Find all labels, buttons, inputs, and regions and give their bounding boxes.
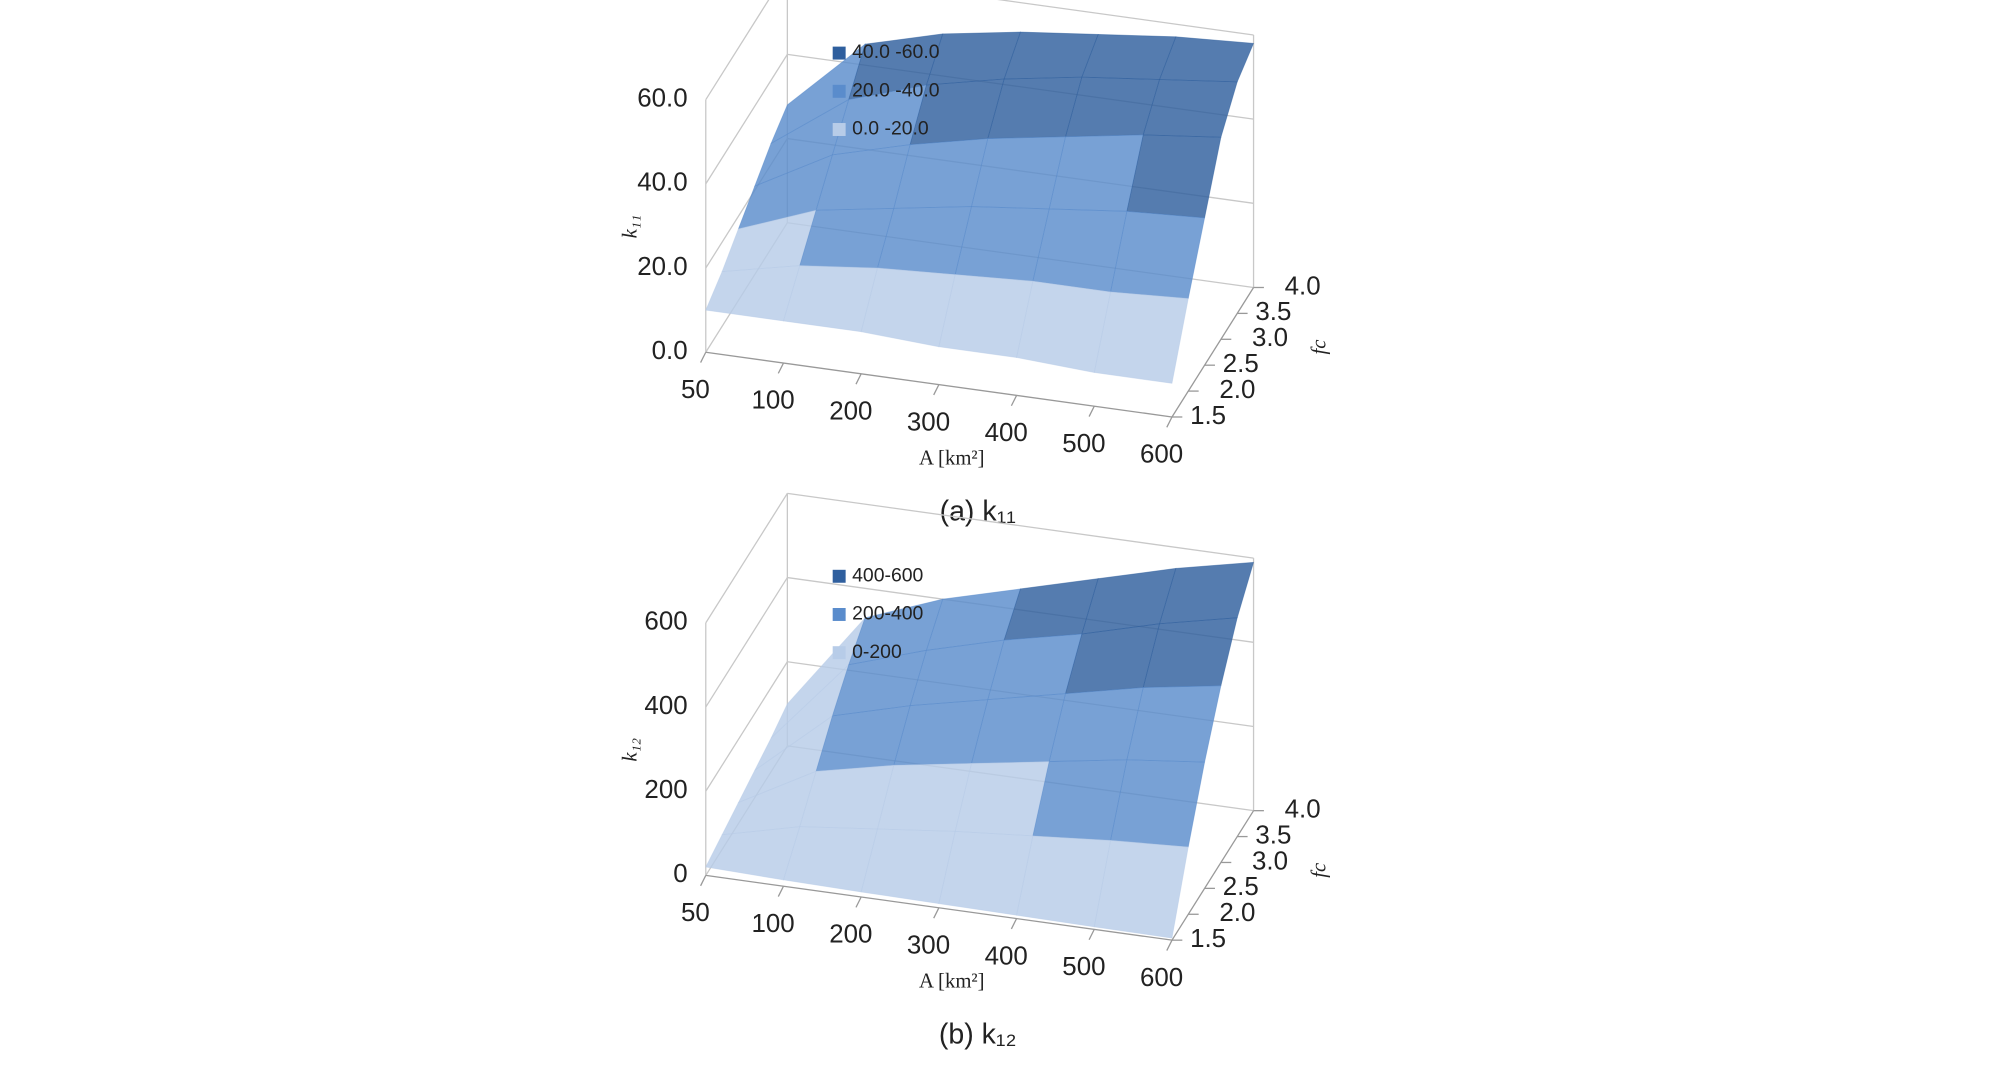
grid-line bbox=[705, 661, 788, 792]
grid-line bbox=[997, 0, 1254, 36]
x-tick-label: 100 bbox=[752, 910, 795, 938]
z-tick-label: 0 bbox=[673, 860, 687, 888]
grid-line bbox=[705, 493, 788, 624]
surface-patch bbox=[1093, 839, 1189, 939]
x-tick-label: 300 bbox=[907, 408, 950, 436]
depth-tick-label: 4.0 bbox=[1285, 796, 1321, 824]
depth-axis bbox=[1171, 810, 1255, 941]
x-tick-label: 50 bbox=[681, 376, 710, 404]
depth-tick-label: 2.0 bbox=[1219, 899, 1255, 927]
depth-tick-label: 2.0 bbox=[1219, 376, 1255, 404]
x-tick-label: 600 bbox=[1140, 964, 1183, 992]
z-tick-label: 60.0 bbox=[637, 85, 687, 113]
depth-tick-label: 2.5 bbox=[1223, 350, 1259, 378]
z-tick-label: 0.0 bbox=[652, 337, 688, 365]
x-tick bbox=[1088, 929, 1095, 941]
surface-patch bbox=[1126, 685, 1222, 763]
legend-swatch bbox=[832, 46, 846, 60]
x-tick bbox=[700, 875, 707, 887]
x-tick bbox=[700, 351, 707, 363]
x-tick bbox=[933, 907, 940, 919]
surface-chart: 0.020.040.060.050 100 200 300 400 500 6001.52.… bbox=[620, 0, 1331, 527]
x-tick-label: 500 bbox=[1062, 430, 1105, 458]
depth-tick-label: 1.5 bbox=[1190, 402, 1226, 430]
grid-line bbox=[705, 577, 788, 708]
legend-label: 200-400 bbox=[852, 603, 923, 625]
legend-label: 0.0 -20.0 bbox=[852, 118, 929, 140]
x-tick-label: 200 bbox=[829, 398, 872, 426]
x-tick-label: 400 bbox=[985, 942, 1028, 970]
x-tick-label: 300 bbox=[907, 931, 950, 959]
depth-tick-label: 3.5 bbox=[1255, 821, 1291, 849]
legend-label: 400-600 bbox=[852, 564, 923, 586]
x-tick-label: 100 bbox=[752, 387, 795, 415]
x-axis-label: A [km²] bbox=[919, 447, 985, 469]
depth-axis-label: fc bbox=[1309, 863, 1331, 878]
x-axis-label: A [km²] bbox=[919, 971, 985, 993]
x-tick-label: 200 bbox=[829, 921, 872, 949]
x-tick bbox=[777, 885, 785, 897]
grid-line bbox=[705, 0, 770, 101]
z-tick-label: 400 bbox=[644, 692, 687, 720]
grid-line bbox=[787, 492, 1254, 559]
legend-swatch bbox=[832, 84, 846, 98]
x-tick bbox=[1166, 939, 1173, 951]
depth-axis bbox=[1171, 287, 1255, 418]
x-tick bbox=[1010, 395, 1018, 407]
z-axis-label: k₁₁ bbox=[620, 215, 642, 239]
legend-label: 0-200 bbox=[852, 641, 902, 663]
z-tick-label: 40.0 bbox=[637, 169, 687, 197]
z-tick-label: 600 bbox=[644, 608, 687, 636]
x-tick bbox=[933, 384, 940, 396]
z-tick-label: 20.0 bbox=[637, 253, 687, 281]
caption: (a) k₁₁ bbox=[940, 495, 1016, 527]
depth-tick-label: 1.5 bbox=[1190, 925, 1226, 953]
legend-swatch bbox=[832, 123, 846, 136]
z-tick-label: 200 bbox=[644, 776, 687, 804]
x-tick bbox=[777, 362, 785, 374]
depth-axis-label: fc bbox=[1309, 340, 1331, 355]
surface-patch bbox=[1110, 759, 1206, 848]
surface-patch bbox=[1110, 210, 1206, 299]
surface-patch bbox=[1016, 280, 1112, 373]
legend-label: 20.0 -40.0 bbox=[852, 79, 940, 101]
x-tick bbox=[855, 373, 862, 385]
surface-patch bbox=[1093, 291, 1189, 384]
x-tick bbox=[1088, 405, 1095, 417]
surface-patch bbox=[1126, 134, 1222, 219]
depth-tick-label: 3.5 bbox=[1255, 298, 1291, 326]
depth-tick-label: 3.0 bbox=[1252, 324, 1288, 352]
depth-tick-label: 3.0 bbox=[1252, 847, 1288, 875]
caption: (b) k₁₂ bbox=[939, 1019, 1017, 1051]
z-axis-label: k₁₂ bbox=[620, 738, 642, 762]
surface-patch bbox=[860, 267, 956, 348]
legend-swatch bbox=[832, 646, 846, 660]
depth-tick-label: 4.0 bbox=[1285, 272, 1321, 300]
grid-line bbox=[705, 54, 788, 185]
x-tick-label: 600 bbox=[1140, 441, 1183, 469]
x-tick bbox=[1010, 918, 1018, 930]
surface-patch bbox=[1158, 36, 1255, 83]
surface-patch bbox=[938, 274, 1034, 358]
x-tick-label: 50 bbox=[681, 899, 710, 927]
legend-label: 40.0 -60.0 bbox=[852, 41, 940, 63]
legend-swatch bbox=[832, 608, 846, 621]
x-tick-label: 500 bbox=[1062, 953, 1105, 981]
x-tick bbox=[855, 896, 862, 908]
legend-swatch bbox=[832, 569, 846, 583]
x-tick bbox=[1166, 416, 1173, 428]
surface-patch bbox=[1142, 79, 1238, 138]
x-tick-label: 400 bbox=[985, 419, 1028, 447]
depth-tick-label: 2.5 bbox=[1223, 873, 1259, 901]
